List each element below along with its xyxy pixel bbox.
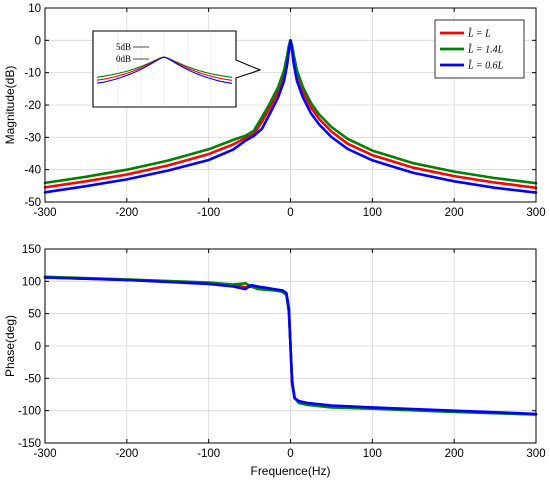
x-tick-label: 100 xyxy=(363,207,382,219)
inset-annotation-0db: 0dB xyxy=(116,54,131,64)
x-tick-label: 0 xyxy=(287,448,293,460)
x-tick-label: -300 xyxy=(33,448,56,460)
y-axis-label: Phase(deg) xyxy=(3,315,17,377)
x-tick-label: 200 xyxy=(445,207,464,219)
legend-label-red: L̂ = L xyxy=(467,27,491,40)
y-axis-label: Magnitude(dB) xyxy=(3,66,17,145)
y-tick-label: -100 xyxy=(18,406,41,418)
x-tick-label: 100 xyxy=(363,448,382,460)
y-tick-label: 100 xyxy=(22,276,41,288)
series-line-blue xyxy=(43,38,538,194)
y-tick-label: -150 xyxy=(18,438,41,450)
magnitude-plot: -300 -200 -100 0 100 200 300100-10-20-30-40-50… xyxy=(3,3,546,219)
series-line-blue xyxy=(43,276,538,416)
x-tick-label: -200 xyxy=(115,207,138,219)
inset-annotation-5db: 5dB xyxy=(116,42,131,52)
y-tick-label: -40 xyxy=(24,165,41,177)
x-tick-label: -100 xyxy=(197,207,220,219)
y-tick-label: -50 xyxy=(24,197,41,209)
inset-series-blue xyxy=(96,56,233,84)
legend-label-green: L̂ = 1.4L xyxy=(467,43,504,56)
legend-label-blue: L̂ = 0.6L xyxy=(467,59,504,72)
x-tick-label: -200 xyxy=(115,448,138,460)
y-tick-label: 0 xyxy=(35,35,41,47)
inset-callout-box xyxy=(92,30,262,108)
x-tick-label: -300 xyxy=(33,207,56,219)
y-tick-label: -30 xyxy=(24,132,41,144)
y-tick-label: -50 xyxy=(24,373,41,385)
y-tick-label: 0 xyxy=(35,341,41,353)
y-tick-label: -20 xyxy=(24,100,41,112)
y-tick-label: 50 xyxy=(28,309,41,321)
x-tick-label: -100 xyxy=(197,448,220,460)
y-tick-label: 10 xyxy=(28,3,41,15)
x-tick-label: 300 xyxy=(526,448,545,460)
y-tick-label: 150 xyxy=(22,244,41,256)
x-tick-label: 200 xyxy=(445,448,464,460)
legend: L̂ = L L̂ = 1.4L L̂ = 0.6L xyxy=(434,19,525,79)
x-axis-label: Frequence(Hz) xyxy=(250,464,330,478)
y-tick-label: -10 xyxy=(24,68,41,80)
phase-plot: -300 -200 -100 0 100 200 300 150 100 50 0 -50 -100 -1… xyxy=(3,244,546,478)
x-tick-label: 300 xyxy=(526,207,545,219)
x-tick-label: 0 xyxy=(287,207,293,219)
